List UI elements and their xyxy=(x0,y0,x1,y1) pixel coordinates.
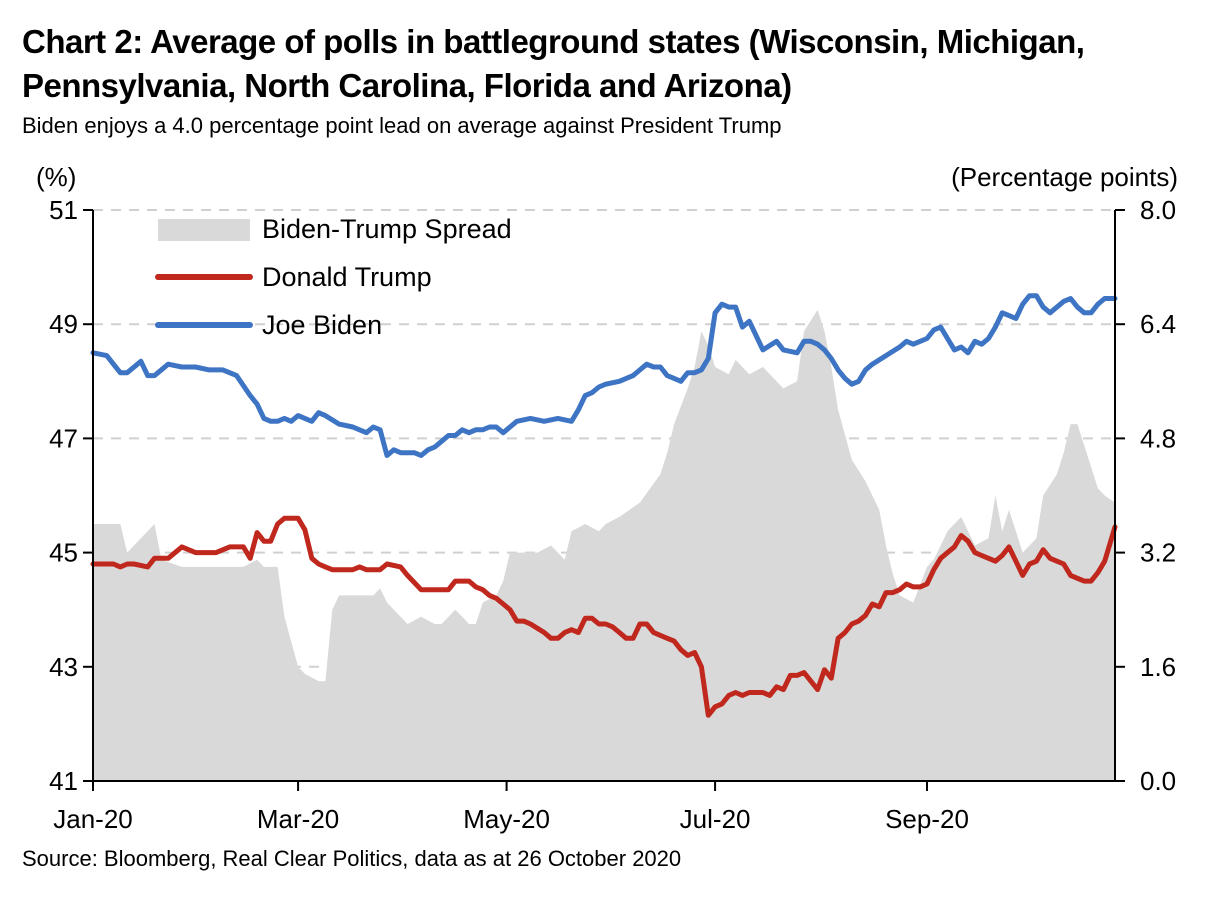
chart-title: Chart 2: Average of polls in battlegroun… xyxy=(22,23,1085,104)
x-tick-label: Jan-20 xyxy=(53,804,133,834)
left-tick-label: 49 xyxy=(49,309,78,339)
left-tick-label: 43 xyxy=(49,652,78,682)
spread-area-layer xyxy=(93,309,1115,781)
left-axis-label: (%) xyxy=(36,162,76,192)
right-tick-label: 3.2 xyxy=(1140,538,1176,568)
tick-labels: 41 43 45 47 49 51 0.0 1.6 3.2 4.8 6.4 8.0 Jan-20 Mar-… xyxy=(49,195,1176,834)
right-tick-label: 4.8 xyxy=(1140,423,1176,453)
chart-subtitle: Biden enjoys a 4.0 percentage point lead… xyxy=(22,113,782,138)
left-tick-label: 45 xyxy=(49,538,78,568)
trump-line xyxy=(90,515,1118,718)
right-tick-label: 1.6 xyxy=(1140,652,1176,682)
legend-label: Joe Biden xyxy=(262,310,382,340)
right-axis-label: (Percentage points) xyxy=(951,162,1178,192)
spread-area xyxy=(93,309,1115,781)
axes xyxy=(83,209,1125,791)
legend-label: Donald Trump xyxy=(262,262,432,292)
right-tick-label: 0.0 xyxy=(1140,766,1176,796)
left-tick-label: 51 xyxy=(49,195,78,225)
source-note: Source: Bloomberg, Real Clear Politics, … xyxy=(22,846,682,871)
x-tick-label: Mar-20 xyxy=(257,804,339,834)
right-tick-label: 8.0 xyxy=(1140,195,1176,225)
left-tick-label: 41 xyxy=(49,766,78,796)
left-tick-label: 47 xyxy=(49,423,78,453)
legend: Biden-Trump Spread Donald Trump Joe Biden xyxy=(155,214,512,340)
legend-spread-swatch xyxy=(158,219,250,241)
lines-layer xyxy=(90,293,1118,718)
x-tick-label: May-20 xyxy=(463,804,550,834)
biden-line xyxy=(90,293,1118,458)
right-tick-label: 6.4 xyxy=(1140,309,1176,339)
legend-label: Biden-Trump Spread xyxy=(262,214,512,244)
x-tick-label: Jul-20 xyxy=(680,804,751,834)
x-tick-label: Sep-20 xyxy=(885,804,969,834)
